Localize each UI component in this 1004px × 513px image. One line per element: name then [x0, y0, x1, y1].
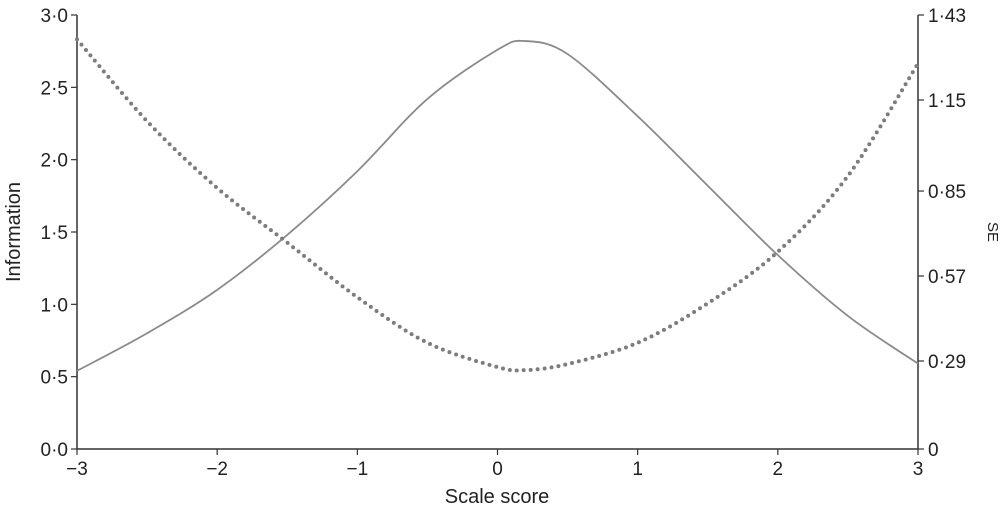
- y-tick-label: 0·0: [41, 440, 68, 461]
- information-curve: [76, 39, 919, 372]
- se-curve: [75, 37, 920, 373]
- y-tick-label: 1·5: [41, 223, 68, 244]
- y2-tick-label: 0·85: [928, 182, 966, 203]
- x-tick-label: 1: [632, 459, 643, 480]
- y2-ticks: 0 0·29 0·57 0·85 1·15 1·43: [918, 6, 966, 461]
- series-layer: [75, 37, 920, 373]
- y2-tick-label: 0·57: [928, 267, 966, 288]
- x-tick-label: −1: [346, 459, 368, 480]
- y2-tick-label: 0: [928, 440, 939, 461]
- y-ticks: 0·0 0·5 1·0 1·5 2·0 2·5 3·0: [41, 6, 77, 461]
- x-tick-label: −3: [66, 459, 88, 480]
- x-tick-label: 3: [913, 459, 924, 480]
- y-tick-label: 2·5: [41, 78, 68, 99]
- y-tick-label: 1·0: [41, 295, 68, 316]
- y-tick-label: 2·0: [41, 151, 68, 172]
- x-tick-label: 0: [492, 459, 503, 480]
- y-tick-label: 0·5: [41, 368, 68, 389]
- x-tick-label: −2: [206, 459, 228, 480]
- x-axis-title: Scale score: [445, 486, 550, 508]
- x-ticks: −3 −2 −1 0 1 2 3: [66, 449, 923, 480]
- y2-tick-label: 1·43: [928, 6, 966, 27]
- x-tick-label: 2: [773, 459, 784, 480]
- y2-tick-label: 0·29: [928, 352, 966, 373]
- y2-tick-label: 1·15: [928, 91, 966, 112]
- plot-frame: [76, 15, 919, 450]
- y2-axis-title: SE: [984, 222, 1001, 242]
- y-axis-title: Information: [3, 182, 25, 282]
- y-tick-label: 3·0: [41, 6, 68, 27]
